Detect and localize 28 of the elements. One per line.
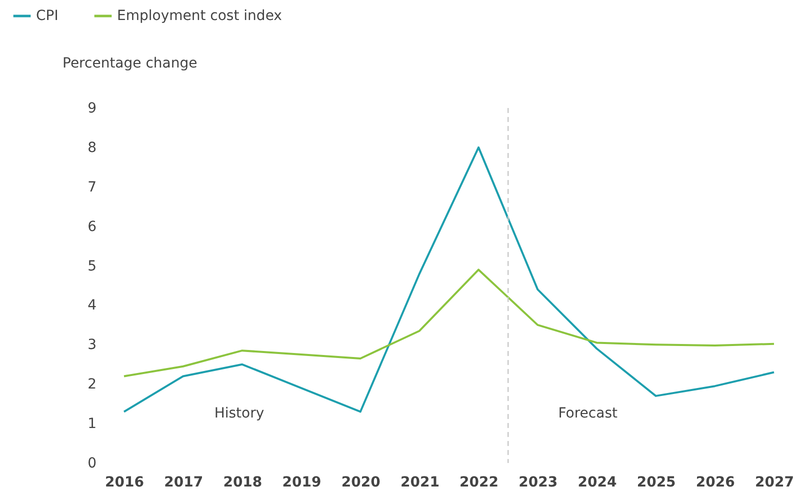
legend-label: CPI <box>36 8 58 24</box>
x-tick-label: 2020 <box>341 474 381 490</box>
x-tick-label: 2027 <box>755 474 794 490</box>
x-tick-label: 2026 <box>696 474 735 490</box>
annotation: History <box>214 405 264 422</box>
y-tick-label: 5 <box>88 258 96 274</box>
x-tick-label: 2021 <box>400 474 440 490</box>
y-tick-label: 7 <box>88 179 96 196</box>
line-series <box>123 268 775 378</box>
y-tick-label: 8 <box>88 140 96 156</box>
x-tick-label: 2019 <box>282 474 322 490</box>
y-tick-label: 0 <box>88 456 96 472</box>
x-tick-label: 2017 <box>164 474 204 490</box>
x-tick-label: 2023 <box>518 474 558 490</box>
y-tick-label: 3 <box>88 337 96 354</box>
x-tick-label: 2025 <box>636 474 676 490</box>
legend-label: Employment cost index <box>117 8 282 24</box>
x-tick-label: 2016 <box>105 474 144 490</box>
y-tick-label: 1 <box>88 416 96 432</box>
y-tick-label: 2 <box>88 376 96 393</box>
y-tick-label: 9 <box>88 100 96 116</box>
y-tick-label: 4 <box>88 298 97 314</box>
y-axis-title: Percentage change <box>62 56 198 72</box>
y-tick-label: 6 <box>88 218 97 235</box>
x-tick-label: 2022 <box>460 474 499 490</box>
annotation: Forecast <box>558 405 618 422</box>
x-tick-label: 2024 <box>578 474 617 490</box>
x-tick-label: 2018 <box>223 474 262 490</box>
